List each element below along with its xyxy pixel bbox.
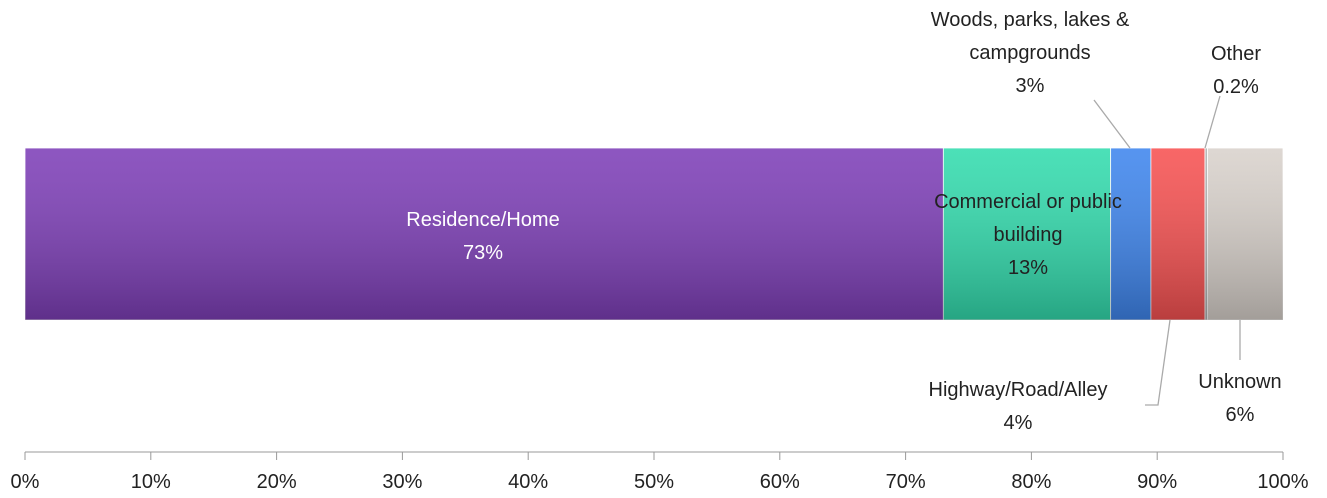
x-tick-label: 50% — [634, 471, 674, 493]
segment-label: Other 0.2% — [1186, 38, 1286, 104]
leader-line — [1204, 95, 1221, 149]
category-label: Unknown — [1198, 371, 1282, 393]
x-tick-label: 30% — [382, 471, 422, 493]
segment-label: Commercial or public building 13% — [903, 186, 1153, 285]
x-tick-label: 60% — [760, 471, 800, 493]
x-tick-label: 70% — [886, 471, 926, 493]
value-label: 6% — [1225, 404, 1255, 426]
value-label: 4% — [1003, 412, 1033, 434]
category-label: Commercial or public building — [934, 191, 1122, 246]
category-label: Other — [1210, 43, 1262, 65]
segment-label: Residence/Home 73% — [333, 204, 633, 270]
x-tick-label: 40% — [508, 471, 548, 493]
leader-line — [1093, 99, 1131, 149]
category-label: Highway/Road/Alley — [928, 379, 1108, 401]
leader-line — [1145, 319, 1171, 406]
bar-segment — [1150, 147, 1206, 321]
bar-segment — [1207, 147, 1284, 321]
x-tick-label: 80% — [1011, 471, 1051, 493]
value-label: 73% — [462, 242, 504, 264]
value-label: 3% — [1015, 75, 1045, 97]
category-label: Residence/Home — [406, 209, 560, 231]
x-tick-label: 20% — [257, 471, 297, 493]
x-tick-label: 10% — [131, 471, 171, 493]
segment-label: Woods, parks, lakes & campgrounds 3% — [905, 4, 1155, 103]
category-label: Woods, parks, lakes & campgrounds — [930, 9, 1130, 64]
segment-label: Unknown 6% — [1180, 366, 1300, 432]
value-label: 13% — [1007, 257, 1049, 279]
x-tick-label: 100% — [1257, 471, 1308, 493]
value-label: 0.2% — [1213, 76, 1259, 98]
segment-label: Highway/Road/Alley 4% — [888, 374, 1148, 440]
x-tick-label: 90% — [1137, 471, 1177, 493]
x-tick-label: 0% — [11, 471, 40, 493]
